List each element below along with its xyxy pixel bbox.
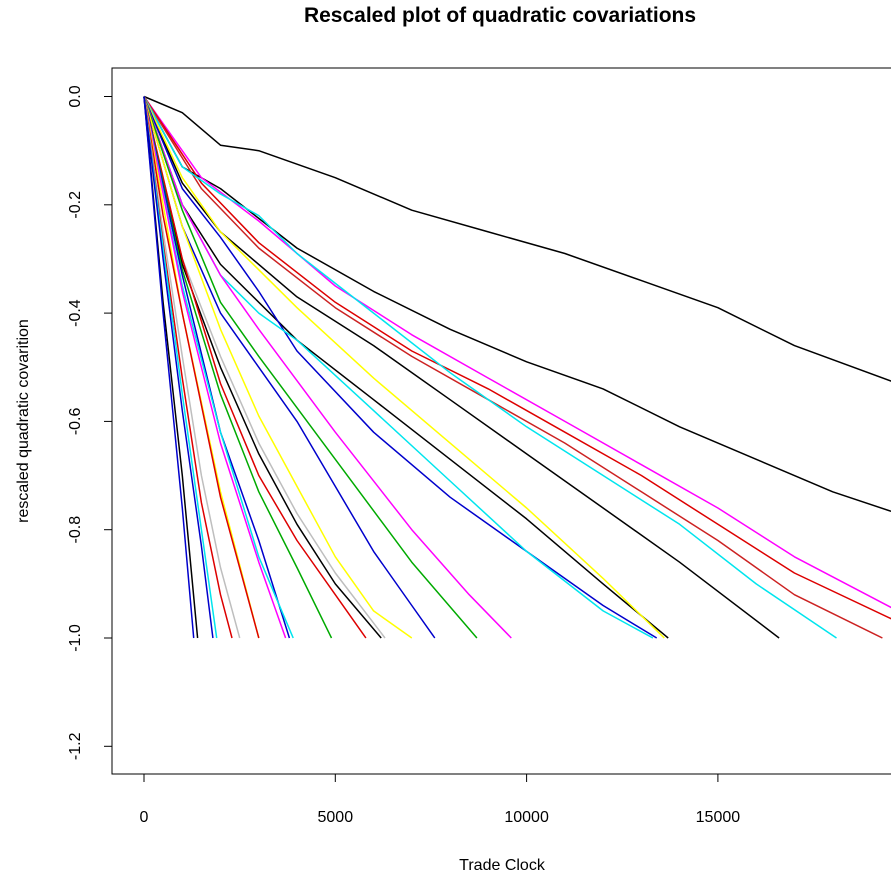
x-axis-label: Trade Clock (459, 857, 546, 874)
series-line-4 (143, 96, 891, 620)
series-line-25 (143, 96, 241, 639)
series-line-27 (143, 96, 218, 639)
series-line-6 (143, 96, 837, 639)
series-line-8 (143, 96, 669, 639)
y-tick-label: -0.6 (67, 408, 84, 436)
series-line-30 (143, 96, 195, 639)
y-tick-label: 0.0 (67, 85, 84, 107)
x-tick-label: 5000 (318, 809, 354, 826)
x-axis: 0 5000 10000 15000 (140, 773, 741, 826)
y-tick-label: -1.0 (67, 624, 84, 652)
y-tick-label: -0.8 (67, 516, 84, 544)
series-line-18 (143, 96, 367, 639)
x-tick-label: 15000 (696, 809, 741, 826)
series-line-13 (143, 96, 478, 639)
series-line-10 (143, 96, 658, 639)
series-line-7 (143, 96, 780, 639)
series-line-2 (143, 96, 891, 513)
series-line-15 (143, 96, 413, 639)
x-tick-label: 10000 (504, 809, 549, 826)
y-tick-label: -0.4 (67, 299, 84, 327)
series-line-1 (143, 95, 891, 382)
series-line-12 (143, 96, 512, 639)
series-line-5 (143, 96, 883, 639)
y-tick-label: -1.2 (67, 732, 84, 760)
series-line-3 (143, 96, 891, 609)
plot-frame (111, 67, 891, 775)
series-line-28 (143, 96, 214, 639)
series-line-19 (143, 96, 333, 639)
y-axis-label: rescaled quadratic covarition (15, 319, 32, 523)
series-line-17 (143, 96, 382, 639)
x-tick-label: 0 (140, 809, 149, 826)
y-axis: 0.0 -0.2 -0.4 -0.6 -0.8 -1.0 -1.2 (67, 85, 113, 760)
plot-series-group (143, 95, 891, 639)
chart-title: Rescaled plot of quadratic covariations (304, 4, 696, 27)
series-line-14 (143, 96, 436, 639)
series-line-24 (143, 96, 260, 639)
series-line-22 (143, 96, 287, 639)
y-tick-label: -0.2 (67, 191, 84, 219)
series-line-9 (143, 96, 665, 639)
